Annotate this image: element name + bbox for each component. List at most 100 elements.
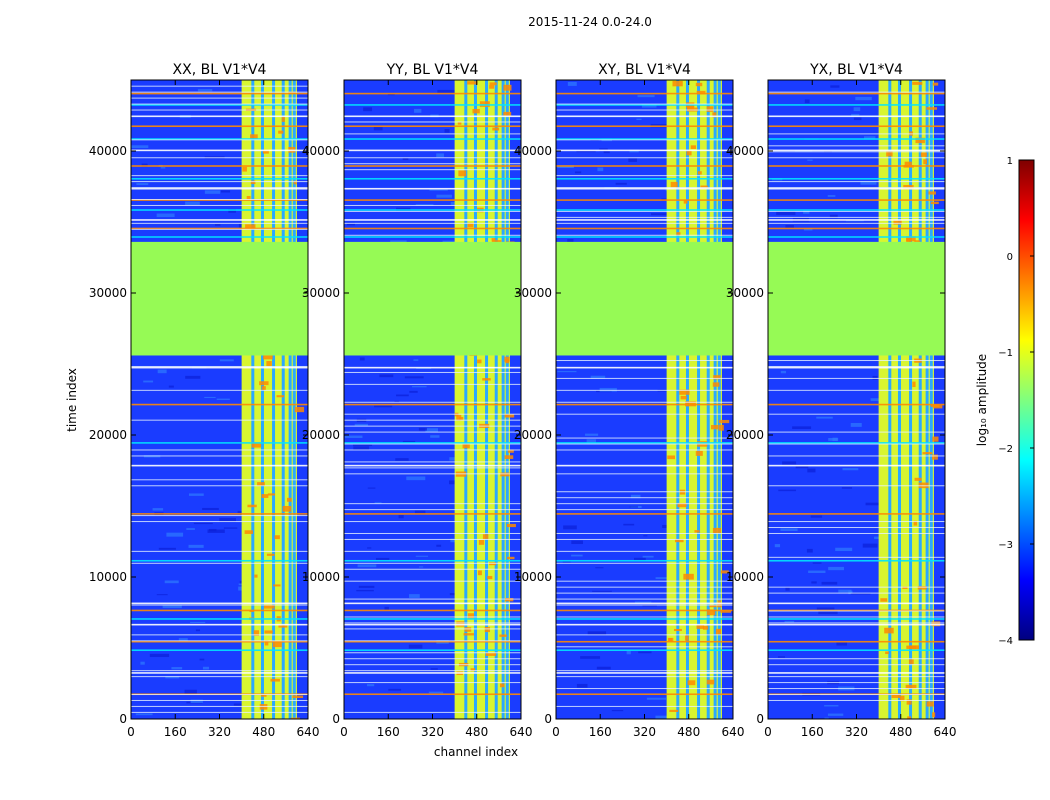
noise-patch: [436, 194, 452, 198]
hot-spot: [485, 652, 497, 656]
flagged-block: [768, 241, 945, 356]
thin-line: [344, 371, 521, 373]
hot-spot: [906, 238, 912, 245]
noise-patch: [373, 126, 383, 131]
thin-line: [768, 216, 945, 218]
colorbar-tick-label: −2: [998, 444, 1013, 455]
hot-spot: [464, 627, 472, 632]
time-line: [556, 640, 733, 643]
thin-line: [556, 115, 733, 117]
hot-spot: [690, 145, 696, 149]
colorbar-tick-label: −1: [998, 348, 1013, 359]
thin-line: [344, 234, 521, 236]
thin-line: [768, 181, 945, 183]
noise-patch: [626, 650, 631, 655]
hot-spot: [928, 191, 936, 195]
y-tick-label: 0: [119, 712, 127, 726]
x-tick-label: 480: [677, 725, 700, 739]
noise-patch: [436, 544, 442, 547]
time-line: [131, 138, 308, 140]
noise-patch: [156, 594, 168, 596]
hot-spot: [250, 134, 258, 139]
noise-patch: [168, 385, 174, 388]
noise-patch: [571, 554, 583, 557]
time-line: [768, 209, 945, 211]
noise-patch: [567, 239, 574, 243]
noise-patch: [821, 581, 838, 585]
thin-line: [556, 670, 733, 672]
thin-line: [768, 365, 945, 367]
thin-line: [131, 187, 308, 189]
hot-spot: [915, 137, 925, 144]
bright-band: [454, 80, 510, 719]
hot-spot: [667, 637, 674, 642]
hot-spot: [281, 116, 285, 122]
x-tick-label: 160: [801, 725, 824, 739]
thin-line: [344, 121, 521, 123]
time-line: [344, 149, 521, 152]
y-tick-label: 20000: [302, 428, 340, 442]
time-line: [556, 513, 733, 515]
time-line: [768, 236, 945, 238]
noise-patch: [634, 557, 646, 561]
hot-spot: [270, 678, 280, 682]
thin-line: [768, 455, 945, 457]
time-line: [344, 92, 521, 95]
thin-line: [344, 204, 521, 206]
y-tick-label: 40000: [726, 144, 764, 158]
x-tick-label: 640: [510, 725, 533, 739]
noise-patch: [615, 182, 627, 185]
noise-patch: [149, 653, 170, 658]
thin-line: [556, 634, 733, 636]
noise-patch: [784, 620, 795, 623]
noise-patch: [795, 464, 809, 469]
hot-spot: [917, 586, 927, 590]
time-line: [768, 104, 945, 106]
thin-line: [344, 467, 521, 469]
noise-patch: [374, 405, 393, 408]
thin-line: [556, 688, 733, 690]
thin-line: [344, 133, 521, 135]
hot-spot: [886, 150, 893, 157]
hot-spot: [467, 222, 474, 228]
noise-patch: [804, 99, 810, 104]
thin-line: [768, 682, 945, 684]
thin-line: [556, 413, 733, 415]
thin-line: [556, 377, 733, 379]
thin-line: [768, 91, 945, 93]
thin-line: [556, 676, 733, 678]
hot-spot: [899, 695, 905, 702]
thin-line: [344, 682, 521, 684]
thin-line: [344, 509, 521, 511]
band-stripe: [281, 80, 285, 719]
hot-spot: [499, 634, 507, 637]
noise-patch: [185, 375, 201, 379]
noise-patch: [810, 515, 823, 518]
noise-patch: [870, 398, 880, 402]
noise-patch: [415, 555, 429, 557]
hot-spot: [908, 659, 914, 665]
thin-line: [131, 103, 308, 105]
noise-patch: [592, 590, 612, 592]
band-stripe: [925, 80, 929, 719]
thin-line: [556, 598, 733, 600]
hot-spot: [926, 701, 934, 707]
time-line: [344, 559, 521, 562]
hot-spot: [500, 472, 510, 477]
time-line: [131, 115, 308, 118]
time-line: [768, 199, 945, 201]
y-tick-label: 20000: [726, 428, 764, 442]
hot-spot: [503, 84, 512, 91]
noise-patch: [816, 416, 833, 419]
thin-line: [344, 532, 521, 534]
time-line: [344, 403, 521, 406]
noise-patch: [785, 225, 794, 229]
thin-line: [131, 479, 308, 481]
thin-line: [344, 521, 521, 523]
colorbar-tick-label: 0: [1007, 252, 1013, 263]
noise-patch: [396, 394, 409, 397]
hot-spot: [491, 240, 502, 243]
hot-spot: [931, 621, 941, 627]
thin-line: [556, 360, 733, 362]
time-line: [768, 618, 945, 620]
